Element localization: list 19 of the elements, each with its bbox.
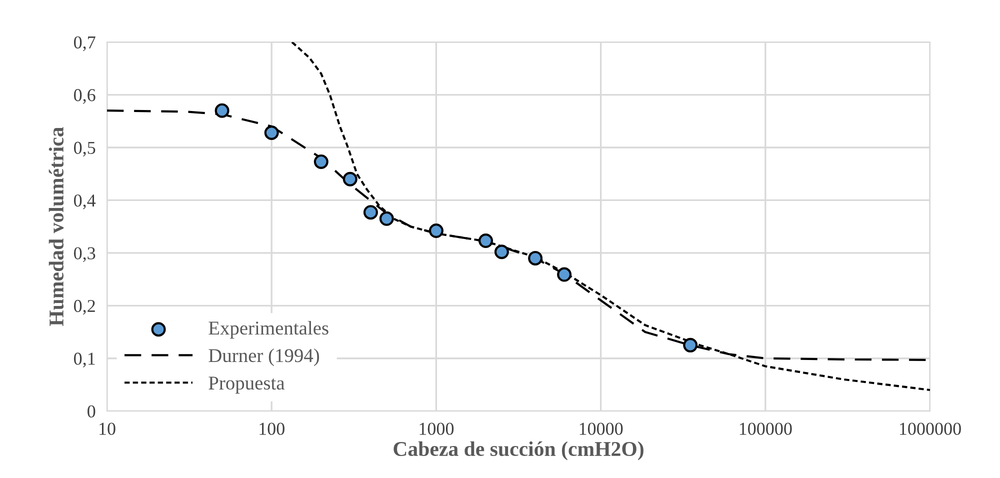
y-tick-label: 0,7: [74, 36, 96, 52]
x-tick-label: 100: [260, 422, 284, 435]
y-tick-label: 0,5: [74, 142, 96, 157]
x-tick-label: 10: [100, 422, 116, 435]
y-tick-label: 0,4: [74, 194, 96, 210]
legend-label: Experimentales: [208, 321, 328, 339]
x-tick-label: 10000: [580, 422, 623, 435]
y-tick-label: 0,2: [74, 300, 95, 315]
x-tick-label: 1000: [420, 422, 454, 435]
legend-label: Propuesta: [208, 376, 285, 394]
x-tick-label: 100000: [740, 422, 792, 435]
y-axis-title: Humedad volumétrica: [48, 127, 64, 326]
x-axis-title: Cabeza de succión (cmH2O): [394, 441, 644, 460]
legend-label: Durner (1994): [208, 348, 320, 366]
x-tick-label: 1000000: [900, 422, 961, 435]
y-tick-label: 0,1: [74, 352, 95, 368]
y-tick-label: 0,6: [74, 89, 96, 104]
y-tick-label: 0,3: [74, 247, 96, 262]
y-tick-label: 0: [88, 405, 96, 418]
